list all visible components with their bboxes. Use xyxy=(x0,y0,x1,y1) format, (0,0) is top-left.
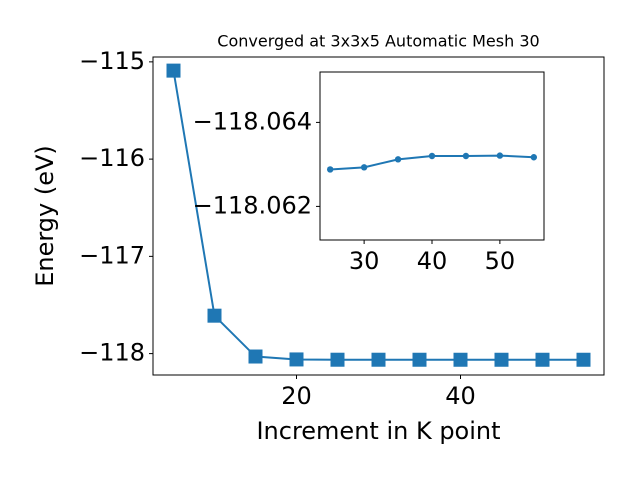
marker xyxy=(576,352,591,367)
x-tick-label: 50 xyxy=(485,247,516,275)
marker xyxy=(330,352,345,367)
x-tick-label: 30 xyxy=(349,247,380,275)
marker xyxy=(530,154,538,161)
marker xyxy=(289,352,304,367)
marker xyxy=(453,352,468,367)
chart-title: Converged at 3x3x5 Automatic Mesh 30 xyxy=(217,32,539,51)
marker xyxy=(371,352,386,367)
marker xyxy=(166,63,181,78)
y-tick-label: −117 xyxy=(79,241,145,269)
y-axis-label: Energy (eV) xyxy=(31,145,59,287)
marker xyxy=(207,308,222,323)
y-tick-label: −116 xyxy=(79,144,145,172)
marker xyxy=(412,352,427,367)
marker xyxy=(496,152,504,159)
x-axis-label: Increment in K point xyxy=(256,417,500,445)
x-tick-label: 40 xyxy=(445,382,476,410)
y-tick-label: −118.064 xyxy=(193,107,312,135)
marker xyxy=(535,352,550,367)
y-tick-label: −118.062 xyxy=(193,191,312,219)
marker xyxy=(462,152,470,160)
marker xyxy=(494,352,509,367)
marker xyxy=(248,349,263,364)
y-tick-label: −115 xyxy=(79,47,145,75)
y-tick-label: −118 xyxy=(79,339,145,367)
marker xyxy=(428,152,436,160)
marker xyxy=(394,156,402,163)
marker xyxy=(360,164,368,171)
x-tick-label: 20 xyxy=(281,382,312,410)
marker xyxy=(326,166,334,173)
x-tick-label: 40 xyxy=(417,247,448,275)
